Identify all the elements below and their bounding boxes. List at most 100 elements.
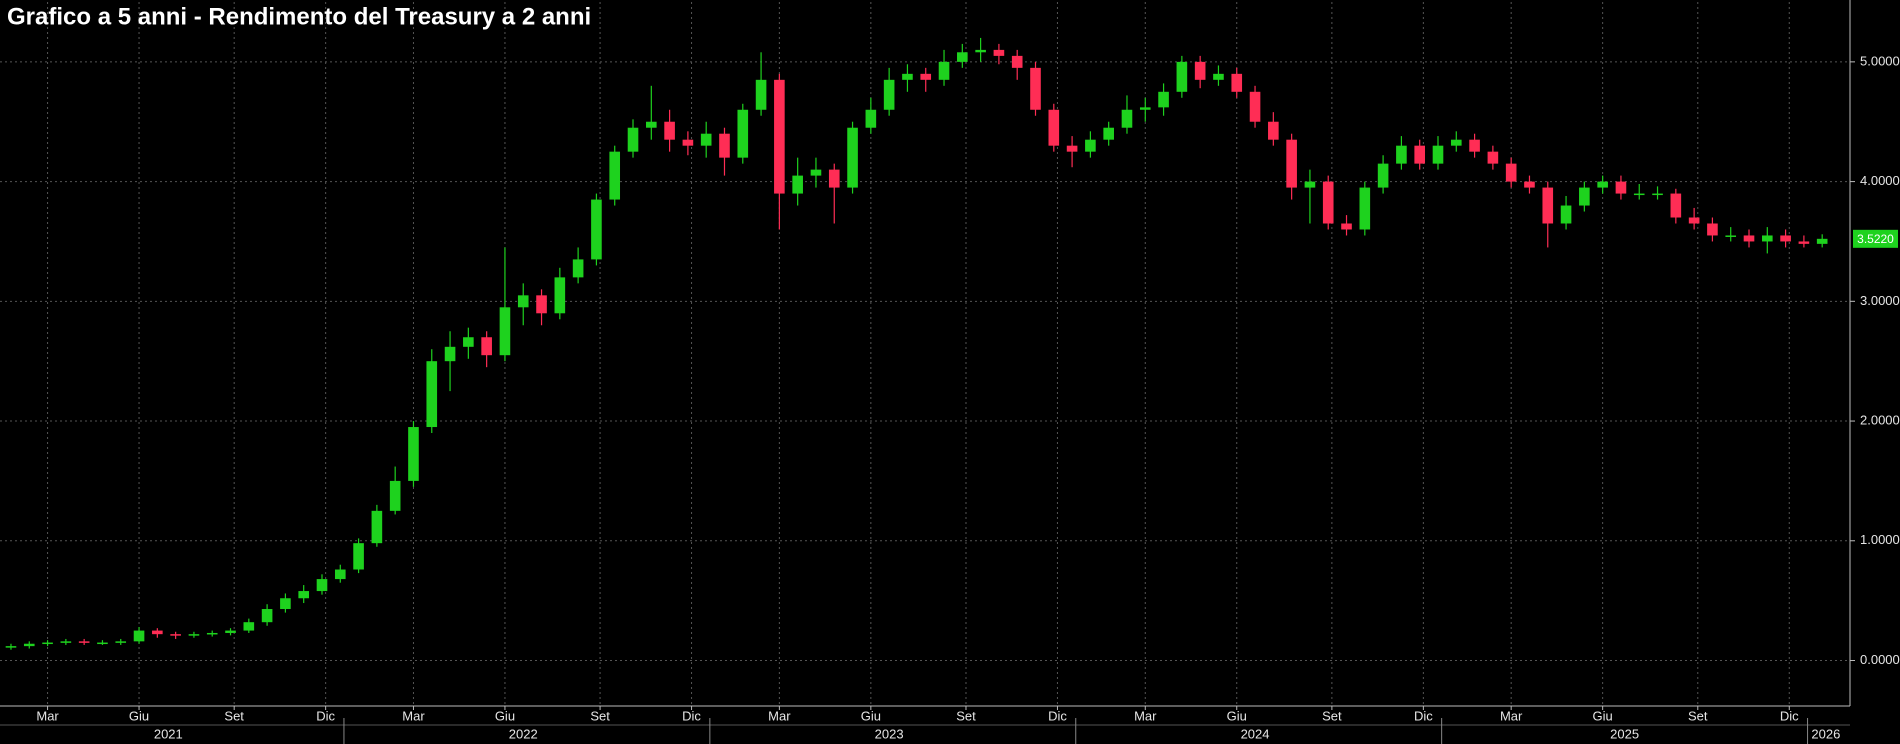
candle-body [444,346,456,362]
x-tick-label: Set [1322,708,1342,723]
chart-title: Grafico a 5 anni - Rendimento del Treasu… [7,3,591,30]
candle-body [115,641,127,643]
candle-body [572,259,584,278]
candle-body [1597,181,1608,188]
candle-body [1780,235,1791,242]
candle-body [408,427,419,481]
candle-body [97,642,108,645]
candle-body [225,630,236,633]
last-value-label: 3.5220 [1857,232,1894,246]
candle-body [1103,127,1114,140]
x-tick-label: Set [956,708,976,723]
candle-body [23,643,35,647]
x-tick-label: Dic [1048,708,1067,723]
x-tick-label: Giu [495,708,515,723]
candle-body [1066,145,1078,152]
candle-body [280,598,291,610]
candle-body [206,632,218,635]
candle-body [1798,241,1810,244]
candle-body [1469,139,1480,152]
candle-body [353,543,364,570]
candle-body [1359,187,1371,230]
y-tick-label: 1.0000 [1860,532,1900,547]
candle-body [993,49,1005,56]
x-tick-label: Mar [36,708,59,723]
y-tick-label: 4.0000 [1860,173,1900,188]
y-tick-label: 0.0000 [1860,652,1900,667]
candle-body [1762,235,1773,242]
candle-body [78,641,90,643]
candle-body [1432,145,1444,164]
candle-body [682,139,694,146]
candle-body [188,634,200,636]
x-tick-label: Giu [1227,708,1247,723]
y-tick-label: 2.0000 [1860,412,1900,427]
candle-body [371,510,383,544]
candle-body [627,127,639,152]
x-tick-label: Set [224,708,244,723]
year-label: 2023 [875,726,904,741]
candle-body [554,277,566,314]
candle-body [261,609,273,623]
x-tick-label: Giu [1593,708,1613,723]
candle-body [481,337,492,356]
candle-body [1396,145,1407,164]
candle-body [865,109,877,128]
x-tick-label: Mar [402,708,425,723]
candle-body [133,630,145,642]
x-tick-label: Set [590,708,610,723]
candle-body [389,480,401,511]
candle-body [316,579,328,592]
year-label: 2021 [154,726,183,741]
last-value-box [1853,229,1898,248]
candle-body [1542,187,1554,224]
x-tick-label: Mar [768,708,791,723]
candle-body [828,169,840,188]
candle-body [1579,187,1590,206]
y-tick-label: 3.0000 [1860,293,1900,308]
year-label: 2025 [1610,726,1639,741]
candle-body [1121,109,1133,128]
x-tick-label: Set [1688,708,1708,723]
candle-body [591,199,602,260]
candle-body [1725,235,1737,237]
candle-body [1030,67,1041,110]
candle-body [1176,61,1188,92]
candle-body [1268,121,1279,140]
candle-body [755,79,767,110]
candle-body [1048,109,1060,146]
x-tick-label: Dic [1780,708,1799,723]
candle-body [5,646,17,648]
candle-body [1213,73,1224,80]
x-tick-label: Mar [1500,708,1523,723]
candle-body [700,133,712,146]
candle-body [1304,181,1316,188]
candle-body [1085,139,1096,152]
candle-body [737,109,749,158]
candle-body [792,175,803,194]
candle-body [1322,181,1334,224]
candle-body [1450,139,1462,146]
candle-body [170,634,181,636]
candle-body [902,73,913,80]
candle-body [609,151,621,200]
year-label: 2024 [1241,726,1270,741]
candle-body [883,79,895,110]
candle-body [1633,193,1645,196]
candle-body [463,337,474,347]
candle-body [1231,73,1243,92]
candle-body [1194,61,1206,80]
candle-body [499,307,511,356]
candle-body [1414,145,1426,164]
candle-body [920,73,932,80]
candle-body [1158,91,1169,108]
candle-body [847,127,858,188]
x-tick-label: Dic [316,708,335,723]
candle-body [645,121,657,128]
candle-body [957,52,968,62]
candle-body [1487,151,1499,164]
